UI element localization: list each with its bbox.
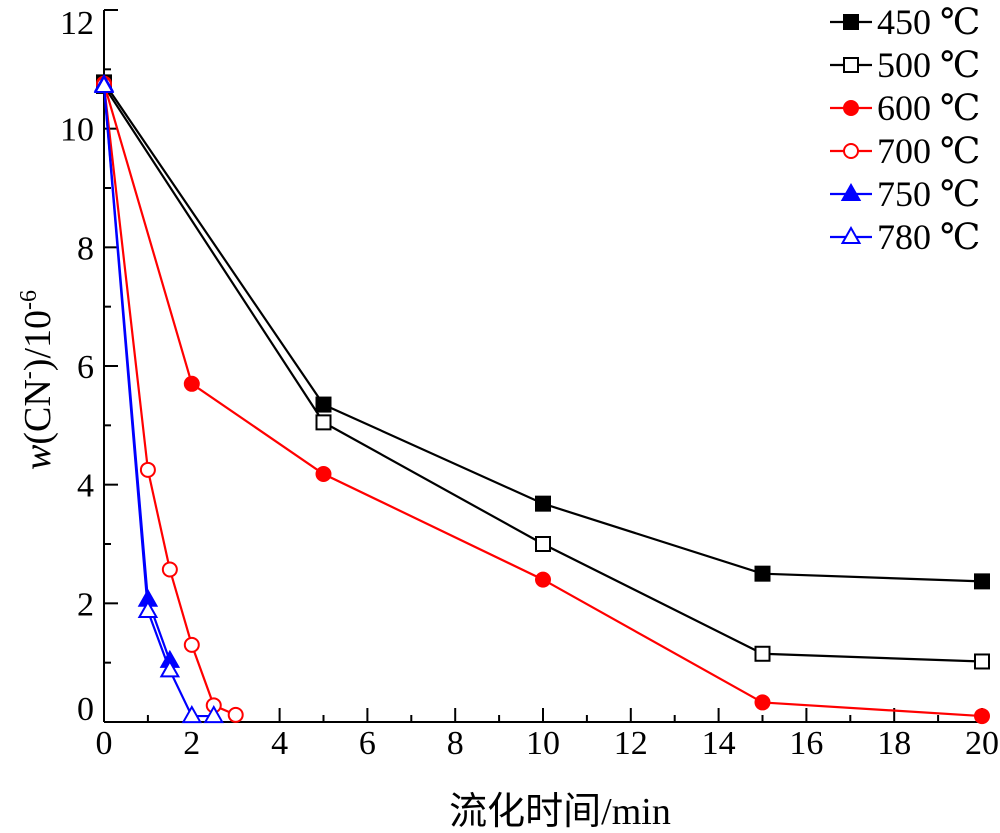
y-axis-label-suffix: )/10: [17, 310, 59, 371]
legend-label: 780 ℃: [877, 217, 980, 257]
legend-marker: [840, 225, 862, 244]
legend-item: 700 ℃: [830, 131, 980, 171]
data-point: [139, 461, 156, 478]
legend-marker: [843, 57, 859, 73]
data-point: [203, 705, 224, 724]
legend-marker: [840, 182, 862, 201]
series-5: [93, 74, 224, 724]
data-point: [159, 659, 181, 678]
legend-item: 500 ℃: [830, 45, 980, 85]
x-tick-label: 20: [965, 725, 999, 762]
legend-marker: [843, 14, 859, 30]
svg-text:w(CN-)/10-6: w(CN-)/10-6: [16, 290, 59, 470]
data-point: [93, 74, 115, 93]
x-tick-label: 2: [183, 725, 200, 762]
y-tick-label: 10: [60, 112, 94, 149]
data-point: [227, 706, 244, 723]
data-point: [535, 495, 551, 512]
chart-series: [93, 73, 990, 725]
legend-label: 600 ℃: [877, 88, 980, 128]
data-point: [315, 396, 332, 413]
legend-label: 450 ℃: [877, 2, 980, 42]
y-tick-label: 4: [77, 468, 94, 505]
data-point: [181, 705, 203, 724]
y-axis-label-exponent: -6: [16, 290, 42, 310]
legend-label: 750 ℃: [877, 174, 980, 214]
data-point: [161, 561, 178, 578]
y-axis-label-main: (CN: [17, 379, 59, 444]
y-tick-label: 2: [77, 586, 94, 623]
x-tick-label: 12: [614, 725, 648, 762]
legend-item: 750 ℃: [830, 174, 980, 214]
series-3: [96, 76, 244, 723]
x-tick-label: 16: [789, 725, 823, 762]
data-point: [754, 694, 771, 711]
y-axis-label: w(CN-)/10-6: [16, 290, 59, 470]
data-point: [183, 375, 200, 392]
legend-item: 450 ℃: [830, 2, 980, 42]
x-axis-label: 流化时间/min: [449, 791, 671, 833]
legend-marker: [843, 143, 859, 159]
data-point: [315, 414, 332, 431]
data-point: [183, 636, 200, 653]
chart-axes: 0 2 4 6 8 10 12 14 16 18 20 0 2 4 6 8 10 12: [60, 5, 999, 762]
y-tick-label: 0: [77, 691, 94, 728]
series-2: [96, 75, 990, 725]
x-tick-label: 0: [96, 725, 113, 762]
data-point: [315, 465, 332, 482]
x-tick-label: 8: [447, 725, 464, 762]
x-tick-label: 14: [702, 725, 736, 762]
x-tick-label: 18: [877, 725, 911, 762]
x-tick-label: 4: [271, 725, 288, 762]
legend-marker: [843, 100, 859, 116]
y-axis-label-superscript: -: [16, 371, 42, 379]
legend-item: 600 ℃: [830, 88, 980, 128]
data-point: [535, 571, 551, 588]
data-point: [974, 708, 990, 725]
y-axis-label-prefix: w: [17, 444, 59, 470]
data-point: [974, 573, 990, 590]
legend-label: 500 ℃: [877, 45, 980, 85]
data-point: [974, 653, 990, 670]
series-1: [96, 77, 990, 670]
y-tick-label: 12: [60, 5, 94, 42]
x-tick-label: 10: [526, 725, 560, 762]
series-line: [102, 83, 983, 718]
y-tick-label: 6: [77, 349, 94, 386]
data-point: [535, 536, 551, 552]
data-point: [754, 645, 771, 662]
x-tick-label: 6: [359, 725, 376, 762]
data-point: [137, 600, 159, 619]
legend-item: 780 ℃: [830, 217, 980, 257]
data-point: [754, 565, 771, 582]
y-tick-label: 8: [77, 230, 94, 267]
series-line: [102, 85, 214, 718]
legend-label: 700 ℃: [877, 131, 980, 171]
